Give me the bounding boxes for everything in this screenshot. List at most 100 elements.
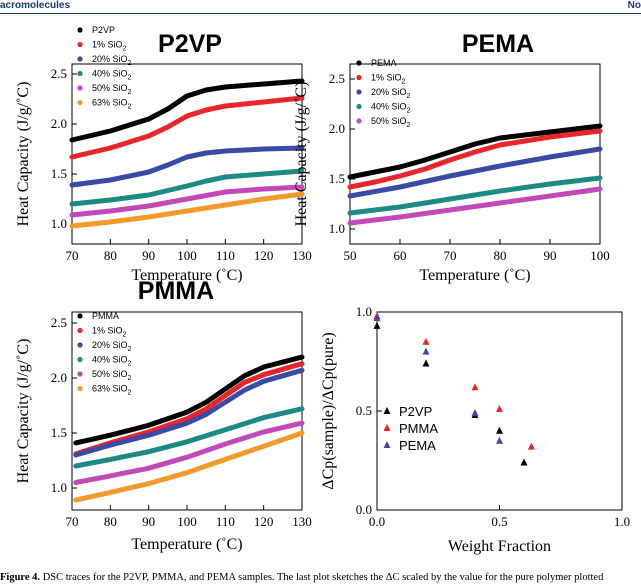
series-line: [347, 146, 603, 199]
data-point: [496, 426, 503, 434]
y-axis-label: ΔCp(sample)/ΔCp(pure): [320, 332, 337, 489]
x-tick-label: 50: [344, 248, 357, 263]
y-tick-label: 2.0: [329, 121, 345, 136]
y-tick-label: 1.0: [51, 216, 67, 231]
x-tick-label: 90: [142, 248, 155, 263]
x-tick-label: 0.0: [369, 514, 385, 529]
legend-label-text: 50% SiO: [92, 369, 128, 379]
y-tick-label: 0.0: [356, 502, 372, 517]
legend-marker: [77, 313, 83, 319]
legend-label-text: 20% SiO: [92, 340, 128, 350]
legend-label-subscript: 2: [128, 390, 132, 397]
page-corner-label: No: [627, 0, 641, 11]
x-tick-label: 0.5: [491, 514, 507, 529]
legend-label: 1% SiO2: [92, 326, 127, 339]
series-line: [69, 95, 305, 160]
caption-text: DSC traces for the P2VP, PMMA, and PEMA …: [40, 572, 604, 583]
legend-label-text: 20% SiO: [92, 54, 128, 64]
journal-name: acromolecules: [0, 0, 71, 11]
chart-title: PEMA: [462, 30, 534, 58]
legend-label-text: PMMA: [92, 311, 119, 321]
x-tick-label: 100: [590, 248, 610, 263]
legend-label-text: 1% SiO: [371, 73, 402, 83]
fraction-chart: 0.0 0.5 1.0 0.0 0.5 1.0 Weight Fraction ΔCp(sam…: [320, 304, 630, 555]
legend-marker: [383, 441, 391, 448]
header-rule: [0, 13, 641, 14]
x-tick-label: 1.0: [614, 514, 630, 529]
x-axis-label: Temperature (˚C): [131, 536, 242, 553]
legend-marker: [383, 407, 391, 414]
series-line: [69, 145, 305, 188]
legend-marker: [77, 342, 83, 348]
y-tick-label: 1.0: [51, 480, 67, 495]
x-tick-label: 60: [394, 248, 407, 263]
p2vp-chart: 70 80 90 100 110 120 130 1.0 1.5 2.0 2.5 Temperatur…: [15, 25, 312, 284]
legend-label: 50% SiO2: [371, 116, 411, 129]
legend-label: 20% SiO2: [371, 87, 411, 100]
series-line: [347, 175, 603, 216]
legend-label-text: 20% SiO: [371, 87, 407, 97]
legend-label-text: 40% SiO: [92, 69, 128, 79]
chart-title: P2VP: [158, 30, 222, 58]
x-tick-label: 110: [216, 248, 235, 263]
legend-label: 20% SiO2: [92, 340, 132, 353]
legend-marker: [77, 99, 83, 106]
legend-marker: [77, 327, 83, 334]
y-tick-label: 1.0: [356, 304, 372, 319]
legend-marker: [356, 89, 362, 95]
x-tick-label: 70: [66, 514, 79, 529]
data-point: [520, 458, 528, 466]
legend-marker: [77, 356, 83, 363]
legend-label: 20% SiO2: [92, 54, 132, 67]
legend-label: 50% SiO2: [92, 369, 132, 382]
y-tick-label: 2.0: [51, 116, 67, 131]
x-tick-label: 80: [494, 248, 507, 263]
data-point: [471, 408, 479, 416]
data-point: [422, 347, 430, 355]
legend-marker: [356, 103, 362, 110]
legend-marker: [383, 424, 391, 431]
legend-label-subscript: 2: [128, 361, 132, 368]
legend-label: PEMA: [371, 58, 397, 68]
data-point: [471, 383, 479, 391]
x-axis-label: Temperature (˚C): [419, 267, 530, 284]
data-point: [527, 442, 535, 450]
legend-label: 40% SiO2: [371, 102, 411, 115]
y-tick-label: 1.5: [51, 425, 67, 440]
data-point: [422, 359, 430, 367]
series-line: [73, 367, 305, 458]
legend-marker: [356, 74, 362, 81]
pema-chart: 50 60 70 80 90 100 1.0 1.5 2.0 2.5 Temperature (˚C…: [293, 30, 610, 284]
legend-marker: [77, 85, 83, 91]
x-tick-label: 90: [142, 514, 155, 529]
x-tick-label: 70: [444, 248, 457, 263]
legend-label-subscript: 2: [123, 46, 127, 53]
legend-label-text: PEMA: [371, 58, 397, 68]
y-axis-label: Heat Capacity (J/g/˚C): [15, 339, 32, 484]
plot-frame: [349, 63, 601, 245]
legend-marker: [77, 371, 83, 377]
legend-marker: [77, 56, 83, 62]
legend-label-text: 50% SiO: [371, 116, 407, 126]
legend-marker: [77, 385, 83, 392]
legend-marker: [356, 118, 362, 124]
x-tick-label: 80: [104, 248, 117, 263]
y-tick-label: 1.5: [51, 166, 67, 181]
legend-label-subscript: 2: [402, 79, 406, 86]
legend-label: 50% SiO2: [92, 83, 132, 96]
x-tick-label: 100: [177, 248, 197, 263]
legend-label-subscript: 2: [128, 60, 132, 67]
legend-label: 1% SiO2: [92, 40, 127, 53]
x-tick-label: 80: [104, 514, 117, 529]
series-line: [69, 78, 305, 143]
x-tick-label: 100: [177, 514, 197, 529]
y-tick-label: 2.5: [329, 71, 345, 86]
legend-label: 40% SiO2: [92, 355, 132, 368]
x-tick-label: 120: [254, 248, 274, 263]
legend-label-text: 63% SiO: [92, 98, 128, 108]
y-axis-label: Heat Capacity (J/g/˚C): [15, 82, 32, 227]
legend-label-subscript: 2: [407, 93, 411, 100]
x-tick-label: 70: [66, 248, 79, 263]
data-point: [373, 313, 381, 321]
legend-label: PMMA: [92, 311, 119, 321]
